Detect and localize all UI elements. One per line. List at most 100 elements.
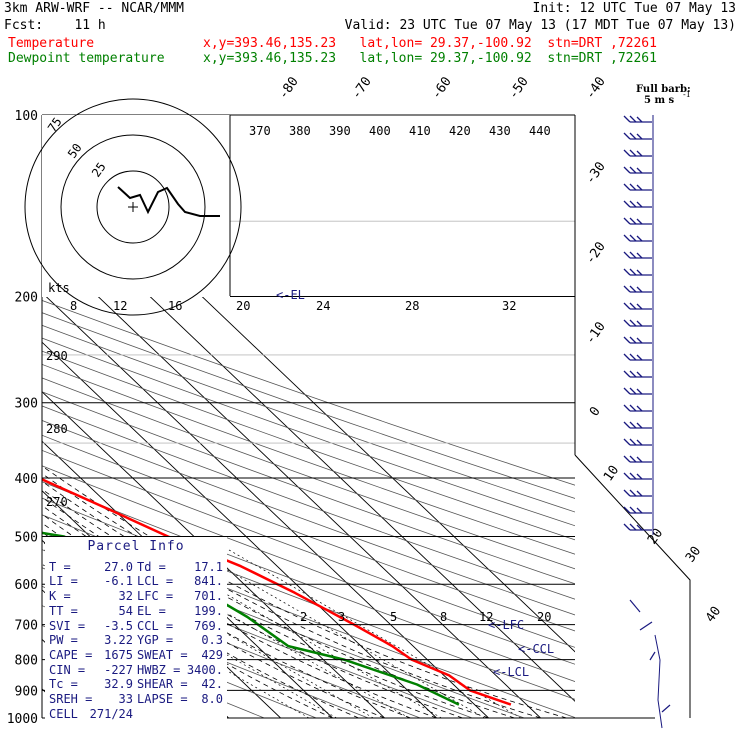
parcel-key: LFC = (137, 589, 174, 604)
wind-barb-flag (623, 387, 631, 395)
parcel-key: HWBZ = (137, 662, 181, 677)
isotherm-line (42, 341, 437, 718)
wind-barb-flag (636, 201, 643, 208)
parcel-key: LI = (49, 574, 78, 589)
wind-barb-lower (639, 621, 653, 631)
wind-barb-lower (661, 704, 671, 713)
wind-barb-flag (629, 421, 637, 429)
mixing-ratio-label: 24 (316, 299, 330, 313)
parcel-info-row: K = 32 LFC = 701. (45, 589, 227, 604)
wind-barb-lower (649, 651, 656, 661)
wind-barb (623, 472, 652, 480)
pressure-tick-label: 900 (15, 684, 38, 699)
temperature-legend: Temperature (8, 36, 95, 51)
wind-barb-flag (623, 370, 631, 378)
wind-barb-flag (636, 439, 643, 446)
wind-barb-flag (636, 303, 643, 310)
parcel-key: CELL (49, 706, 78, 721)
valid-time: Valid: 23 UTC Tue 07 May 13 (17 MDT Tue … (344, 18, 736, 33)
wind-barb-flag (629, 438, 637, 446)
wind-barb-flag (629, 523, 637, 531)
wind-barb-flag (623, 302, 631, 310)
pressure-tick-label: 200 (15, 291, 38, 306)
theta-e-label: 430 (489, 124, 511, 138)
isotherm-label-top: -60 (429, 74, 455, 102)
level-marker: <-CCL (518, 642, 554, 656)
parcel-info-panel: Parcel Info T = 27.0 Td = 17.1 LI = -6.1 LCL =… (45, 537, 227, 730)
mixing-ratio-line (169, 536, 485, 718)
mixing-ratio-low-label: 12 (479, 610, 493, 624)
dry-adiabat (42, 420, 575, 616)
pressure-tick-label: 300 (15, 397, 38, 412)
parcel-value: 17.1 (194, 559, 223, 574)
wind-barb (623, 149, 652, 157)
isotherm-label-top: -70 (349, 74, 375, 102)
wind-barb-flag (629, 387, 637, 395)
level-marker: <-LCL (493, 665, 529, 679)
parcel-key: CIN = (49, 662, 86, 677)
mixing-ratio-label: 12 (113, 299, 127, 313)
wind-barb-flag (629, 251, 637, 259)
parcel-info-row: TT = 54 EL = 199. (45, 604, 227, 619)
parcel-value: 3400. (186, 662, 223, 677)
pressure-tick-label: 700 (15, 619, 38, 634)
dry-adiabat (42, 585, 369, 718)
wind-barb-flag (629, 336, 637, 344)
parcel-key: SVI = (49, 618, 86, 633)
wind-barb-flag (629, 404, 637, 412)
theta-e-label: 390 (329, 124, 351, 138)
wind-barb-flag (623, 489, 631, 497)
wind-barb (623, 319, 652, 327)
wind-barb-flag (636, 354, 643, 361)
dewpoint-legend: Dewpoint temperature (8, 51, 165, 66)
parcel-key: CCL = (137, 618, 174, 633)
parcel-value: 27.0 (104, 559, 133, 574)
wind-barb-flag (636, 184, 643, 191)
wind-barb-flag (629, 115, 637, 123)
wind-barb-flag (629, 200, 637, 208)
wind-barb (623, 489, 652, 497)
isotherm-line (42, 242, 541, 718)
isotherm-label-right: -30 (583, 159, 609, 187)
wind-barb-flag (623, 217, 631, 225)
wind-barb-flag (623, 455, 631, 463)
parcel-value: 54 (118, 603, 133, 618)
wind-barb (623, 132, 652, 140)
dry-adiabat (42, 391, 575, 585)
temperature-profile (42, 477, 512, 706)
wind-barb-flag (623, 115, 631, 123)
wind-barb-flag (623, 268, 631, 276)
wind-barb (623, 302, 652, 310)
wind-barb (623, 421, 652, 429)
wind-barb-flag (623, 183, 631, 191)
wind-barb-flag (623, 506, 631, 514)
wind-barb-flag (636, 235, 643, 242)
dewpoint-profile (42, 531, 460, 706)
mixing-ratio-low-label: 3 (338, 610, 345, 624)
parcel-info-row: CELL 271/24 (45, 707, 227, 722)
hodograph-units: kts (48, 281, 70, 295)
parcel-value: 33 (118, 692, 133, 707)
mixing-ratio-low-label: 8 (440, 610, 447, 624)
hodograph-ring-label: 50 (65, 141, 85, 161)
dry-adiabat (42, 434, 575, 632)
isotherm-label-right: 10 (601, 463, 622, 484)
wind-barb-flag (629, 149, 637, 157)
parcel-value (183, 707, 223, 722)
init-time: Init: 12 UTC Tue 07 May 13 (532, 1, 737, 16)
isotherm-label-right: -10 (583, 319, 609, 347)
wind-barb (623, 285, 652, 293)
wind-barb (623, 251, 652, 259)
moist-adiabat (42, 522, 385, 718)
wind-barb-flag (636, 252, 643, 259)
parcel-value: 32.9 (104, 677, 133, 692)
wind-barb-flag (636, 507, 643, 514)
parcel-value: 769. (194, 618, 223, 633)
dewpoint-location: x,y=393.46,135.23 lat,lon= 29.37,-100.92… (203, 51, 657, 66)
wind-barb-flag (636, 320, 643, 327)
wind-barb-flag (629, 183, 637, 191)
wind-barb-flag (623, 166, 631, 174)
wind-barb-flag (623, 523, 631, 531)
theta-label: 280 (46, 422, 68, 436)
wind-barb-flag (623, 200, 631, 208)
